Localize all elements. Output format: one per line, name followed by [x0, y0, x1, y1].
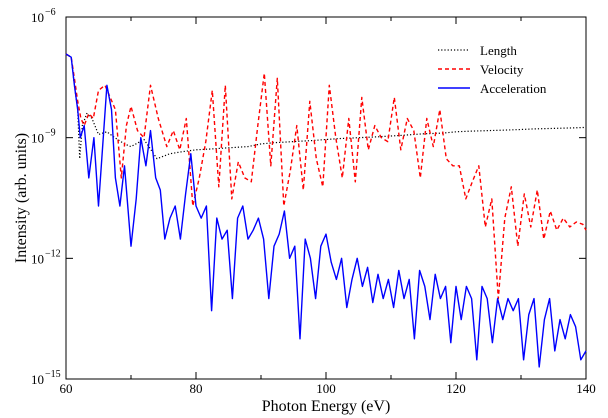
y-tick-label: 10: [31, 251, 44, 266]
x-tick-label: 80: [190, 381, 203, 396]
legend-label-acceleration: Acceleration: [480, 81, 547, 96]
legend-label-length: Length: [480, 43, 517, 58]
legend: Length Velocity Acceleration: [438, 43, 547, 96]
x-tick-label: 60: [60, 381, 73, 396]
y-tick-label: 10: [31, 131, 44, 146]
y-tick-label: 10: [31, 372, 44, 387]
y-tick-exponent: −15: [45, 369, 61, 380]
x-tick-label: 140: [576, 381, 596, 396]
y-tick-exponent: −12: [45, 248, 61, 259]
series-line-length: [65, 53, 587, 160]
y-tick-exponent: −9: [45, 128, 56, 139]
x-tick-label: 100: [316, 381, 336, 396]
y-tick-exponent: −6: [45, 7, 56, 18]
series-line-acceleration: [65, 53, 587, 368]
legend-label-velocity: Velocity: [480, 62, 524, 77]
x-tick-label: 120: [446, 381, 466, 396]
series-layer: [65, 53, 587, 368]
x-axis-label: Photon Energy (eV): [262, 398, 391, 415]
y-tick-label: 10: [31, 10, 44, 25]
y-axis-label: Intensity (arb. units): [13, 133, 30, 263]
